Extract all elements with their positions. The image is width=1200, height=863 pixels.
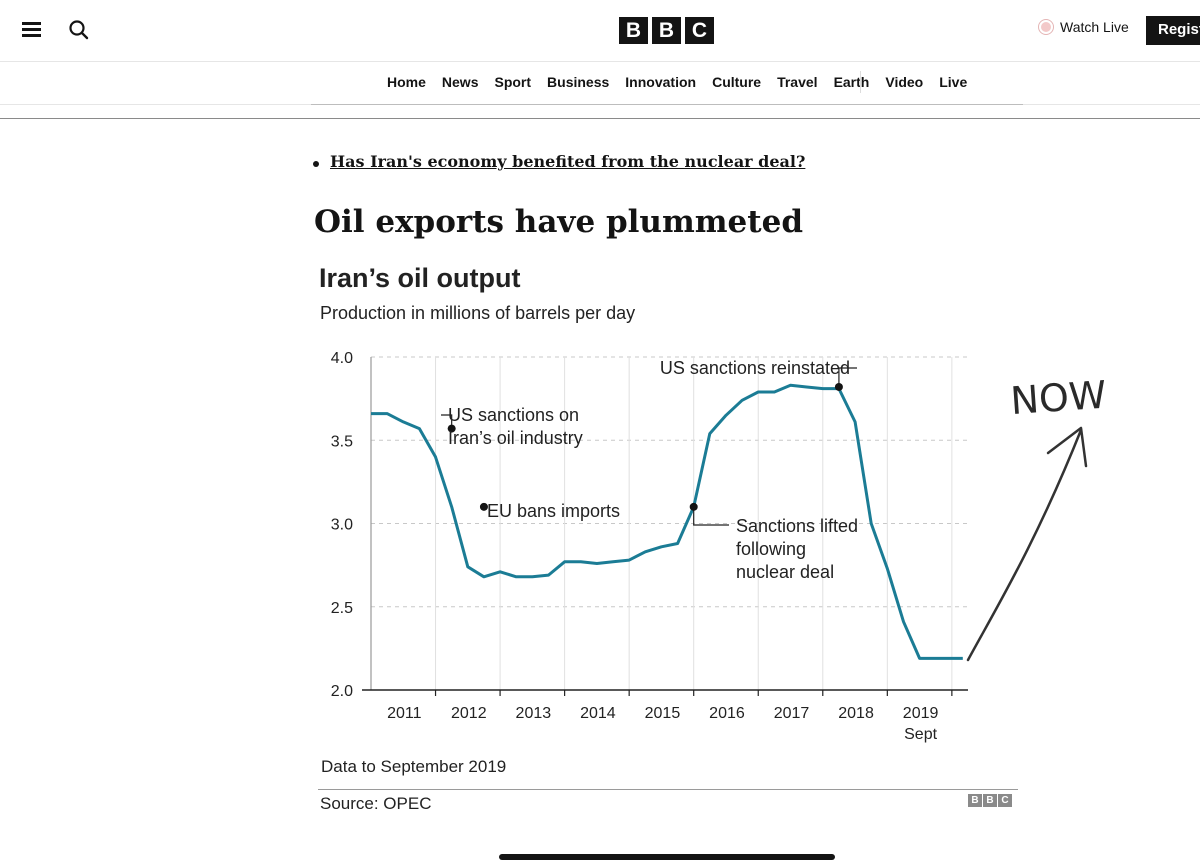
oil-output-line xyxy=(371,383,963,660)
logo-letter: C xyxy=(685,17,714,44)
register-button[interactable]: Register xyxy=(1146,16,1200,45)
watch-live-button[interactable]: Watch Live xyxy=(1038,19,1129,35)
x-tick-label: Sept xyxy=(904,726,937,743)
x-tick-label: 2013 xyxy=(516,705,552,722)
handwritten-arrow-shaft xyxy=(966,428,1083,662)
x-tick-label: 2012 xyxy=(451,705,487,722)
menu-icon[interactable] xyxy=(22,22,41,38)
y-tick-label: 2.5 xyxy=(331,600,353,617)
logo-letter: C xyxy=(998,794,1012,807)
bbc-logo[interactable]: B B C xyxy=(619,17,714,44)
annotation-leader xyxy=(441,414,453,429)
nav-item-video[interactable]: Video xyxy=(885,74,924,90)
annotation-marker xyxy=(689,502,698,511)
x-tick-label: 2015 xyxy=(645,705,681,722)
chart-subtitle: Production in millions of barrels per da… xyxy=(320,303,636,323)
chart-title: Iran’s oil output xyxy=(319,263,521,293)
logo-letter: B xyxy=(983,794,997,807)
logo-letter: B xyxy=(652,17,681,44)
top-bar: B B C Watch Live Register xyxy=(0,0,1200,62)
x-tick-label: 2018 xyxy=(838,705,874,722)
annotation-label: Sanctions lifted xyxy=(736,516,858,536)
x-tick-label: 2016 xyxy=(709,705,745,722)
annotation-label: EU bans imports xyxy=(487,501,620,521)
nav-item-travel[interactable]: Travel xyxy=(777,74,818,90)
handwritten-arrow-head xyxy=(1046,426,1088,468)
chart-footer-divider xyxy=(318,789,1018,790)
handwritten-now: NOW xyxy=(1009,373,1108,424)
annotation-label: following xyxy=(736,539,806,559)
page-divider xyxy=(0,118,1200,119)
nav-item-live[interactable]: Live xyxy=(939,74,968,90)
nav-item-culture[interactable]: Culture xyxy=(712,74,762,90)
annotation-label: nuclear deal xyxy=(736,562,834,582)
annotation-label: US sanctions on xyxy=(448,405,579,425)
logo-letter: B xyxy=(619,17,648,44)
bbc-small-logo: B B C xyxy=(968,794,1012,807)
y-tick-label: 3.5 xyxy=(331,433,353,450)
nav-item-home[interactable]: Home xyxy=(387,74,426,90)
y-tick-label: 3.0 xyxy=(331,517,353,534)
nav-item-sport[interactable]: Sport xyxy=(494,74,532,90)
nav-item-business[interactable]: Business xyxy=(547,74,610,90)
y-tick-label: 2.0 xyxy=(331,683,353,700)
annotation-label: Iran’s oil industry xyxy=(448,428,583,448)
related-article-link[interactable]: Has Iran's economy benefited from the nu… xyxy=(330,152,806,171)
nav-item-news[interactable]: News xyxy=(441,74,479,90)
annotation-leader xyxy=(693,506,729,526)
home-indicator xyxy=(499,854,835,860)
y-tick-label: 4.0 xyxy=(331,350,353,367)
nav-divider xyxy=(860,71,861,93)
x-tick-label: 2019 xyxy=(903,705,939,722)
live-dot-icon xyxy=(1038,19,1054,35)
annotation-marker xyxy=(479,502,488,511)
watch-live-label: Watch Live xyxy=(1060,19,1129,35)
annotation-marker xyxy=(447,424,456,433)
chart-source: Source: OPEC xyxy=(320,794,432,813)
x-tick-label: 2011 xyxy=(387,705,422,722)
logo-letter: B xyxy=(968,794,982,807)
bullet-point xyxy=(313,161,319,167)
chart-note: Data to September 2019 xyxy=(321,757,507,776)
annotation-leader xyxy=(838,367,857,387)
x-tick-label: 2017 xyxy=(774,705,810,722)
annotation-label: US sanctions reinstated xyxy=(660,358,850,378)
search-icon[interactable] xyxy=(67,18,91,42)
section-headline: Oil exports have plummeted xyxy=(314,204,803,240)
annotation-marker xyxy=(834,382,843,391)
x-tick-label: 2014 xyxy=(580,705,616,722)
nav-underline xyxy=(311,104,1023,105)
nav-item-innovation[interactable]: Innovation xyxy=(625,74,697,90)
